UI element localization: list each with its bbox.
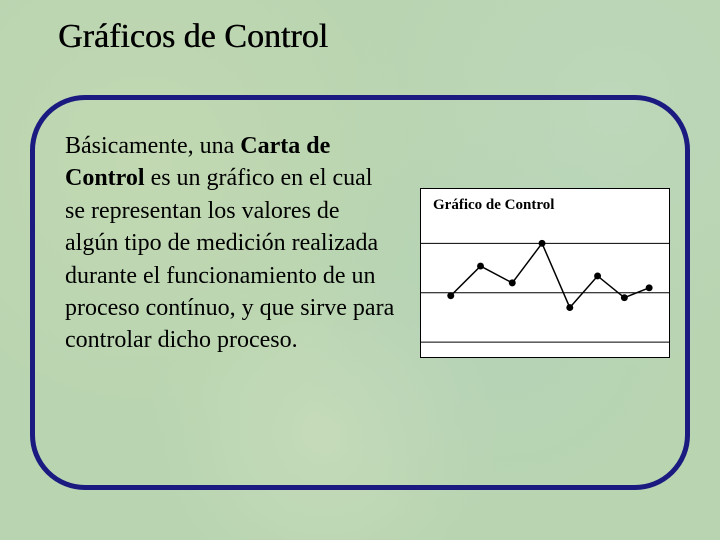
chart-line	[451, 243, 649, 307]
paragraph-pre: Básicamente, una	[65, 133, 240, 159]
page-title: Gráficos de Control	[58, 18, 328, 56]
chart-gridlines	[421, 243, 669, 342]
control-chart: Gráfico de Control	[420, 188, 670, 358]
chart-markers	[447, 240, 652, 311]
chart-svg	[421, 189, 669, 357]
body-paragraph: Básicamente, una Carta de Control es un …	[65, 130, 395, 357]
paragraph-post: es un gráfico en el cual se representan …	[65, 165, 394, 353]
